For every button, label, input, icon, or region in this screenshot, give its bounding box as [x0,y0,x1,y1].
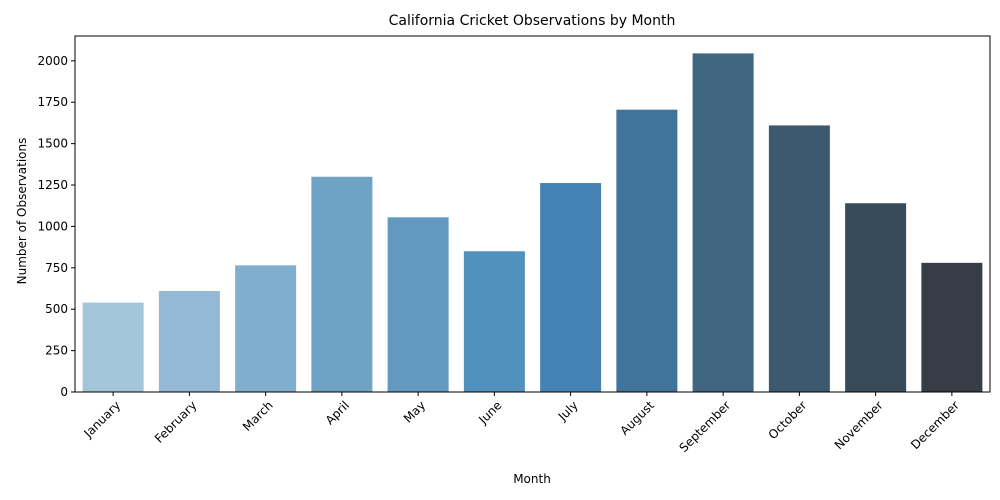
y-tick-label: 750 [45,261,68,275]
x-tick-label: March [240,398,276,434]
bar-october [768,125,830,393]
bar-november [845,203,907,392]
y-tick-label: 1000 [37,219,68,233]
bar-july [540,183,602,392]
y-tick-label: 1750 [37,95,68,109]
bar-august [616,109,678,393]
x-tick-label: May [401,398,428,425]
y-tick-label: 1250 [37,178,68,192]
bar-december [921,262,983,392]
y-axis-title: Number of Observations [15,138,29,285]
x-tick-label: June [475,398,504,427]
x-tick-label: October [766,398,810,442]
bar-april [311,176,373,392]
bar-february [158,290,220,392]
x-tick-label: August [617,398,657,438]
y-tick-label: 0 [60,385,68,399]
x-tick-label: February [152,398,200,446]
bars-group [82,53,983,393]
bar-january [82,302,144,392]
y-tick-label: 2000 [37,54,68,68]
y-axis: 0 250 500 750 1000 1250 1500 1750 2000 [37,54,75,399]
x-tick-label: November [832,398,886,452]
x-axis-title: Month [513,472,551,486]
x-tick-label: January [80,398,123,441]
bar-september [692,53,754,392]
x-tick-label: July [555,398,581,424]
x-tick-label: April [323,398,352,427]
y-tick-label: 500 [45,302,68,316]
bar-may [387,217,449,392]
y-tick-label: 1500 [37,137,68,151]
plot-frame [74,35,991,393]
bar-june [463,251,525,392]
x-tick-label: September [676,398,733,455]
y-tick-label: 250 [45,344,68,358]
chart-title: California Cricket Observations by Month [389,13,676,29]
x-axis: January February March April May June July Augu… [80,392,962,455]
x-tick-label: December [908,398,962,452]
bar-march [235,265,297,392]
